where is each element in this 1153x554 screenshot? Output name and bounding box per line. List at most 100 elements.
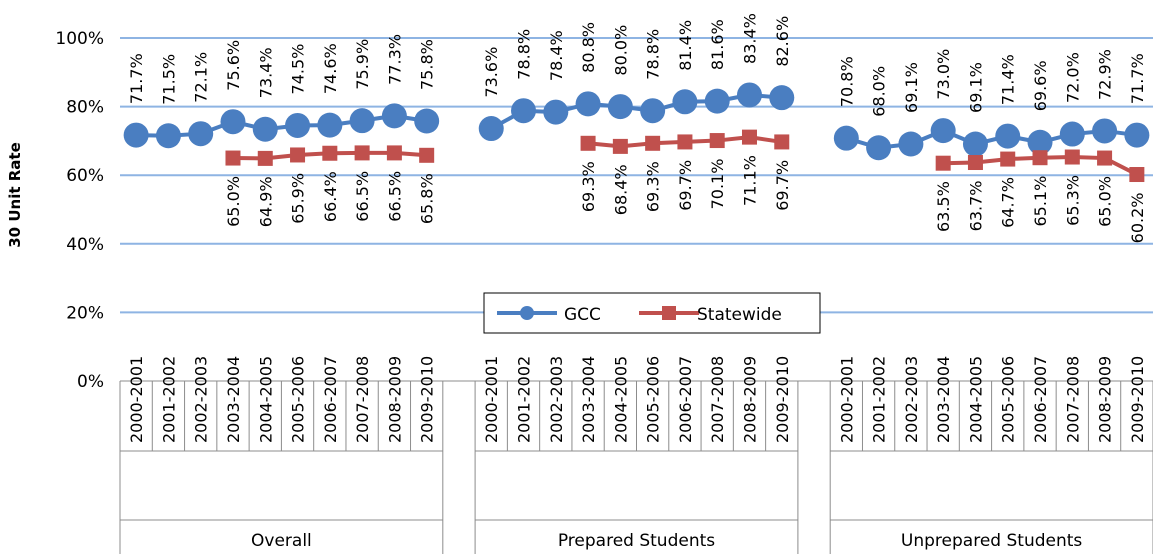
x-tick-label: 2007-2008 <box>353 356 372 443</box>
x-tick-label: 2005-2006 <box>999 356 1018 443</box>
gcc-data-label: 70.8% <box>837 56 856 107</box>
gcc-data-label: 72.0% <box>1063 52 1082 103</box>
statewide-point <box>612 138 628 154</box>
statewide-point <box>1000 151 1016 167</box>
gcc-point <box>575 91 601 117</box>
gcc-point <box>381 103 407 129</box>
statewide-data-label: 63.7% <box>966 181 985 232</box>
x-tick-label: 2008-2009 <box>385 356 404 443</box>
statewide-point <box>290 147 306 163</box>
y-axis: 0% 20% 40% 60% 80% 100% <box>55 29 104 392</box>
x-tick-label: 2003-2004 <box>224 356 243 443</box>
statewide-data-label: 65.8% <box>418 173 437 224</box>
gcc-point <box>123 122 149 148</box>
gcc-data-label: 69.1% <box>902 62 921 113</box>
gcc-data-label: 81.6% <box>708 19 727 70</box>
statewide-point <box>354 145 370 161</box>
gcc-data-label: 73.4% <box>256 47 275 98</box>
statewide-point <box>322 145 338 161</box>
gcc-point <box>511 98 537 124</box>
statewide-point <box>225 150 241 166</box>
legend-statewide-label: Statewide <box>697 305 782 325</box>
gcc-point <box>317 112 343 138</box>
x-tick-label: 2004-2005 <box>966 356 985 443</box>
statewide-data-label: 71.1% <box>740 155 759 206</box>
gcc-data-label: 78.8% <box>515 29 534 80</box>
gcc-point <box>672 89 698 115</box>
statewide-point <box>257 150 273 166</box>
x-tick-label: 2003-2004 <box>934 356 953 443</box>
x-group-label: Unprepared Students <box>901 531 1082 551</box>
data-labels: 71.7% 71.5% 72.1% 75.6% 73.4% 74.5% 74.6% 75.9%… <box>127 13 1147 243</box>
gcc-point <box>252 116 278 142</box>
x-tick-label: 2006-2007 <box>1031 356 1050 443</box>
statewide-point <box>1129 167 1145 183</box>
x-tick-label: 2009-2010 <box>773 356 792 443</box>
statewide-data-label: 70.1% <box>708 159 727 210</box>
gcc-point <box>414 108 440 134</box>
gcc-point <box>769 85 795 111</box>
statewide-point <box>709 133 725 149</box>
gcc-point <box>995 123 1021 149</box>
statewide-point <box>645 135 661 151</box>
x-tick-label: 2003-2004 <box>579 356 598 443</box>
x-tick-label: 2008-2009 <box>740 356 759 443</box>
series-layer <box>123 82 1150 183</box>
gcc-point <box>962 131 988 157</box>
x-tick-label: 2006-2007 <box>676 356 695 443</box>
gcc-point <box>155 123 181 149</box>
gcc-data-label: 78.8% <box>644 29 663 80</box>
gcc-data-label: 72.9% <box>1096 49 1115 100</box>
gcc-data-label: 71.7% <box>1128 53 1147 104</box>
statewide-point <box>677 134 693 150</box>
statewide-data-label: 65.0% <box>1096 176 1115 227</box>
x-tick-label: 2006-2007 <box>321 356 340 443</box>
gcc-line <box>490 92 782 131</box>
x-tick-label: 2002-2003 <box>192 356 211 443</box>
gcc-data-label: 69.1% <box>966 62 985 113</box>
gcc-data-label: 75.8% <box>418 39 437 90</box>
gcc-point <box>898 131 924 157</box>
gcc-data-label: 71.5% <box>159 54 178 105</box>
statewide-point <box>386 145 402 161</box>
gcc-line <box>136 113 427 138</box>
statewide-data-label: 63.5% <box>934 181 953 232</box>
gcc-data-label: 68.0% <box>870 66 889 117</box>
gcc-data-label: 73.6% <box>482 47 501 98</box>
statewide-point <box>935 155 951 171</box>
x-tick-label: 2001-2002 <box>870 356 889 443</box>
gcc-data-label: 81.4% <box>676 20 695 71</box>
statewide-point <box>967 155 983 171</box>
x-tick-label: 2000-2001 <box>127 356 146 443</box>
gcc-point <box>833 125 859 151</box>
gcc-point <box>866 135 892 161</box>
statewide-data-label: 65.0% <box>224 176 243 227</box>
statewide-data-label: 68.4% <box>611 164 630 215</box>
statewide-point <box>774 134 790 150</box>
gcc-data-label: 77.3% <box>385 34 404 85</box>
gcc-data-label: 83.4% <box>740 13 759 64</box>
statewide-point <box>741 129 757 145</box>
gcc-data-label: 82.6% <box>773 16 792 67</box>
gcc-data-label: 69.6% <box>1031 60 1050 111</box>
y-tick-label: 80% <box>66 98 104 118</box>
gcc-point <box>1027 129 1053 155</box>
statewide-point <box>580 135 596 151</box>
gcc-point <box>607 94 633 120</box>
x-tick-label: 2002-2003 <box>547 356 566 443</box>
y-tick-label: 100% <box>55 29 104 49</box>
legend-gcc-marker <box>520 306 534 320</box>
x-tick-label: 2001-2002 <box>515 356 534 443</box>
x-tick-label: 2007-2008 <box>1063 356 1082 443</box>
legend-statewide-marker <box>662 306 676 320</box>
statewide-point <box>419 147 435 163</box>
x-group-label: Overall <box>251 531 312 551</box>
y-tick-label: 0% <box>77 372 104 392</box>
gridlines <box>120 37 1153 314</box>
x-tick-label: 2009-2010 <box>1128 356 1147 443</box>
gcc-data-label: 75.6% <box>224 40 243 91</box>
y-tick-label: 40% <box>66 235 104 255</box>
gcc-data-label: 80.8% <box>579 22 598 73</box>
statewide-data-label: 65.3% <box>1063 175 1082 226</box>
